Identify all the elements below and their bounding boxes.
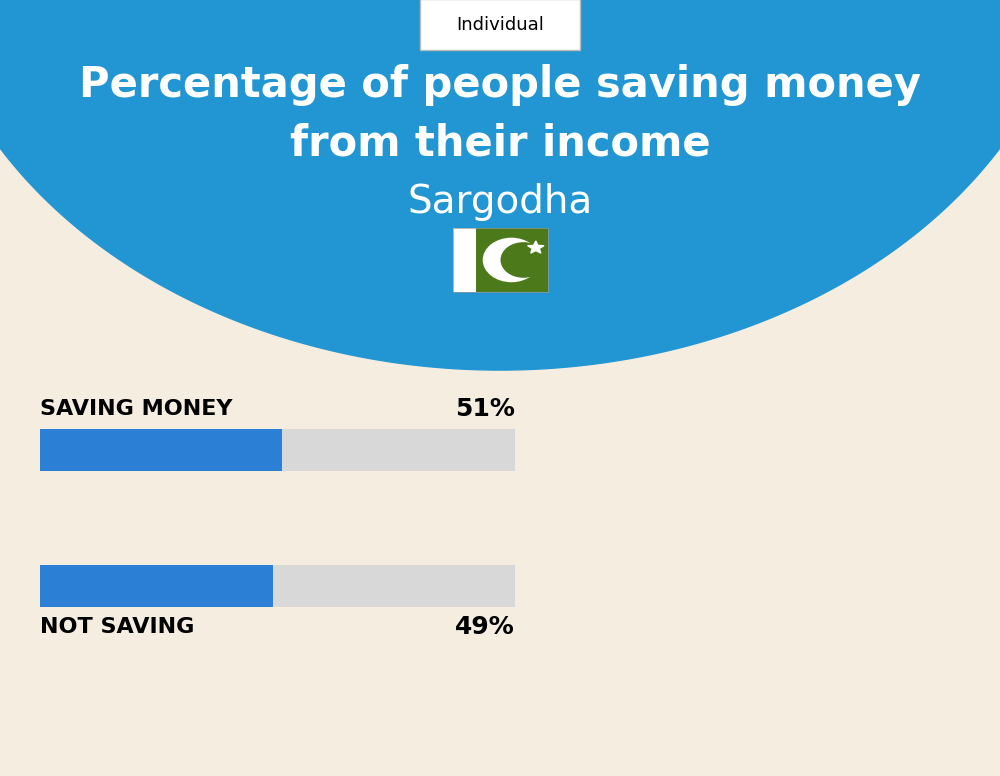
Bar bbox=[476, 228, 548, 292]
FancyBboxPatch shape bbox=[420, 0, 580, 50]
Text: SAVING MONEY: SAVING MONEY bbox=[40, 400, 232, 419]
Text: 51%: 51% bbox=[455, 397, 515, 421]
Bar bbox=[452, 228, 476, 292]
Text: 49%: 49% bbox=[455, 615, 515, 639]
Text: Sargodha: Sargodha bbox=[407, 183, 593, 220]
Circle shape bbox=[483, 237, 540, 282]
Text: from their income: from their income bbox=[290, 123, 710, 165]
Circle shape bbox=[500, 242, 546, 278]
Text: NOT SAVING: NOT SAVING bbox=[40, 617, 194, 636]
Text: Percentage of people saving money: Percentage of people saving money bbox=[79, 64, 921, 106]
Bar bbox=[40, 565, 515, 607]
Text: Individual: Individual bbox=[456, 16, 544, 34]
Bar bbox=[40, 428, 282, 472]
Polygon shape bbox=[528, 241, 544, 253]
Bar bbox=[452, 228, 548, 292]
Bar bbox=[40, 428, 515, 472]
Bar bbox=[40, 565, 273, 607]
Polygon shape bbox=[0, 0, 1000, 370]
